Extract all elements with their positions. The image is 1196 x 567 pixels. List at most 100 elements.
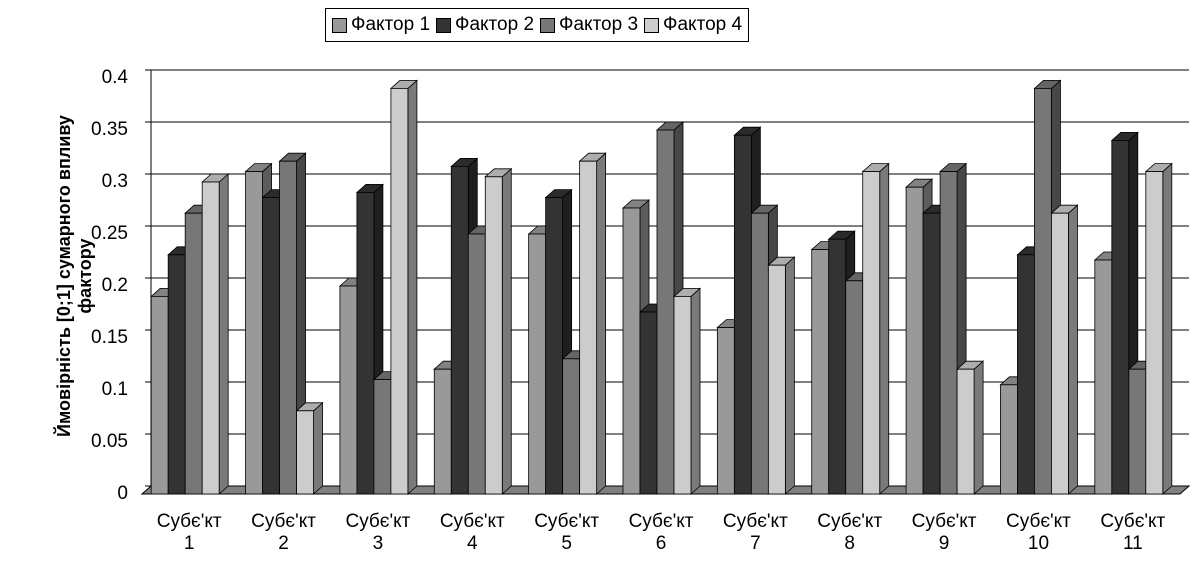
- legend-label: Фактор 4: [663, 14, 743, 35]
- legend: Фактор 1 Фактор 2 Фактор 3 Фактор 4: [325, 8, 750, 42]
- bar-front: [673, 295, 692, 495]
- legend-label: Фактор 1: [351, 14, 431, 35]
- bar-front: [467, 233, 486, 495]
- bar: [484, 167, 513, 495]
- bar-front: [956, 368, 975, 495]
- bar-front: [339, 285, 358, 495]
- bar: [672, 287, 702, 495]
- bar-front: [716, 327, 735, 495]
- bar-front: [622, 207, 641, 495]
- bar-front: [656, 129, 675, 495]
- bar-side: [1068, 204, 1078, 495]
- bar-front: [1111, 139, 1130, 495]
- bar-front: [373, 379, 392, 495]
- bar-front: [390, 88, 409, 495]
- y-tick-label: 0.35: [91, 119, 128, 140]
- x-tick-label: Субє'кт 2: [251, 511, 316, 554]
- bar-front: [845, 280, 864, 495]
- y-tick-label: 0.15: [91, 327, 128, 348]
- bar-front: [639, 311, 658, 495]
- y-tick-label: 0: [117, 483, 128, 504]
- x-tick-label: Субє'кт 5: [534, 511, 600, 554]
- bar-front: [245, 171, 263, 495]
- legend-item: Фактор 4: [644, 14, 742, 36]
- bar: [1144, 162, 1173, 495]
- bar-side: [879, 162, 890, 495]
- y-tick-label: 0.1: [102, 379, 128, 400]
- bar-front: [545, 197, 564, 495]
- bar-front: [811, 249, 830, 495]
- bar-side: [973, 360, 984, 495]
- bar: [578, 152, 607, 495]
- x-tick-label: Субє'кт 3: [345, 511, 411, 554]
- bar-front: [862, 171, 881, 495]
- bar-front: [1128, 368, 1147, 495]
- bar-side: [407, 79, 418, 495]
- bar-front: [184, 212, 203, 495]
- x-tick-label: Субє'кт 8: [817, 511, 883, 554]
- bar-side: [596, 152, 607, 495]
- bar-side: [784, 256, 795, 495]
- bar: [295, 401, 324, 495]
- legend-swatch: [332, 17, 347, 33]
- bar-front: [828, 238, 847, 495]
- x-tick-label: Субє'кт 9: [911, 511, 977, 554]
- legend-label: Фактор 2: [455, 14, 535, 35]
- bar-side: [501, 167, 512, 495]
- legend-swatch: [644, 17, 660, 33]
- bar-side: [218, 173, 229, 495]
- bar: [389, 79, 418, 495]
- bar-side: [1162, 162, 1173, 495]
- y-tick-label: 0.05: [91, 431, 128, 452]
- legend-label: Фактор 3: [559, 14, 639, 35]
- y-tick-label: 0.4: [102, 67, 129, 88]
- legend-item: Фактор 1: [332, 14, 430, 36]
- bar-front: [150, 295, 169, 495]
- bar-side: [313, 401, 323, 495]
- bar-front: [1094, 259, 1113, 495]
- bar-front: [1051, 212, 1069, 495]
- bar-front: [201, 181, 220, 495]
- bar: [201, 173, 230, 495]
- bar: [767, 256, 796, 495]
- x-tick-label: Субє'кт 1: [156, 511, 222, 554]
- x-tick-label: Субє'кт 4: [439, 511, 505, 554]
- bar-front: [450, 165, 469, 495]
- legend-swatch: [436, 17, 452, 33]
- legend-swatch: [540, 17, 556, 33]
- bar-front: [1017, 254, 1035, 495]
- bar-front: [433, 368, 452, 495]
- legend-item: Фактор 2: [436, 14, 534, 36]
- y-tick-label: 0.2: [102, 275, 128, 296]
- legend-item: Фактор 3: [540, 14, 638, 36]
- bar: [1050, 204, 1079, 495]
- bar-front: [767, 264, 786, 495]
- bar-front: [939, 171, 958, 495]
- y-tick-label: 0.25: [91, 223, 128, 244]
- bar-front: [562, 358, 581, 495]
- bar-front: [262, 197, 280, 495]
- bar-front: [296, 410, 314, 495]
- y-axis-label: Ймовірність [0;1] сумарного впливу факто…: [54, 115, 95, 437]
- x-tick-label: Субє'кт 7: [722, 511, 788, 554]
- bar-front: [750, 212, 769, 495]
- x-tick-label: Субє'кт 10: [1006, 511, 1071, 554]
- bar-front: [1145, 171, 1164, 495]
- x-tick-label: Субє'кт 11: [1100, 511, 1166, 554]
- bar-side: [690, 287, 701, 495]
- bar-front: [528, 233, 547, 495]
- bar: [956, 360, 985, 495]
- x-tick-label: Субє'кт 6: [628, 511, 694, 554]
- bar-front: [1034, 88, 1052, 495]
- bar-front: [922, 212, 941, 495]
- bar: [861, 162, 890, 495]
- bar-front: [356, 191, 375, 495]
- bar-front: [579, 160, 598, 495]
- bar-front: [484, 176, 503, 495]
- y-tick-label: 0.3: [102, 171, 128, 192]
- bar-front: [733, 134, 752, 495]
- bar-front: [279, 160, 297, 495]
- bar-front: [167, 254, 186, 495]
